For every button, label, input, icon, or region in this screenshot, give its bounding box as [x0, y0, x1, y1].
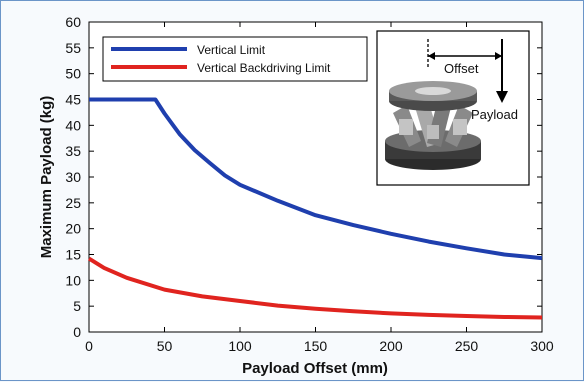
inset-diagram: Offset Payload	[376, 30, 530, 186]
hexapod-picture	[385, 81, 481, 170]
y-tick-label: 55	[65, 40, 81, 56]
x-tick-label: 0	[85, 338, 93, 354]
y-axis-label: Maximum Payload (kg)	[38, 96, 55, 259]
y-tick-label: 45	[65, 92, 81, 108]
payload-arrowhead	[496, 91, 508, 103]
series-lines	[87, 97, 543, 320]
y-tick-label: 50	[65, 66, 81, 82]
series-line-backdriving-limit	[87, 256, 543, 320]
inset-offset-label: Offset	[444, 61, 479, 76]
legend-box	[102, 36, 368, 82]
x-tick-label: 100	[228, 338, 252, 354]
y-tick-label: 0	[73, 324, 81, 340]
offset-arrowhead-right	[495, 52, 502, 60]
legend: Vertical Limit Vertical Backdriving Limi…	[102, 36, 368, 82]
x-tick-label: 300	[530, 338, 554, 354]
y-tick-label: 25	[65, 195, 81, 211]
y-tick-label: 20	[65, 221, 81, 237]
y-tick-label: 15	[65, 247, 81, 263]
x-tick-label: 250	[455, 338, 479, 354]
legend-label-backdriving-limit: Vertical Backdriving Limit	[197, 61, 331, 75]
y-tick-label: 40	[65, 117, 81, 133]
inset-payload-label: Payload	[471, 107, 518, 122]
x-tick-label: 150	[304, 338, 328, 354]
offset-arrowhead-left	[428, 52, 435, 60]
y-tick-label: 10	[65, 272, 81, 288]
legend-label-vertical-limit: Vertical Limit	[197, 43, 266, 57]
y-tick-label: 5	[73, 298, 81, 314]
y-ticks: 0 5 10 15 20 25 30 35 40 45 50 55 60	[65, 14, 542, 340]
x-ticks: 0 50 100 150 200 250 300	[85, 22, 554, 354]
series-line-vertical-limit	[89, 97, 543, 261]
y-tick-label: 35	[65, 143, 81, 159]
x-axis-label: Payload Offset (mm)	[242, 360, 388, 377]
x-tick-label: 200	[379, 338, 403, 354]
y-tick-label: 30	[65, 169, 81, 185]
y-tick-label: 60	[65, 14, 81, 30]
x-tick-label: 50	[157, 338, 173, 354]
